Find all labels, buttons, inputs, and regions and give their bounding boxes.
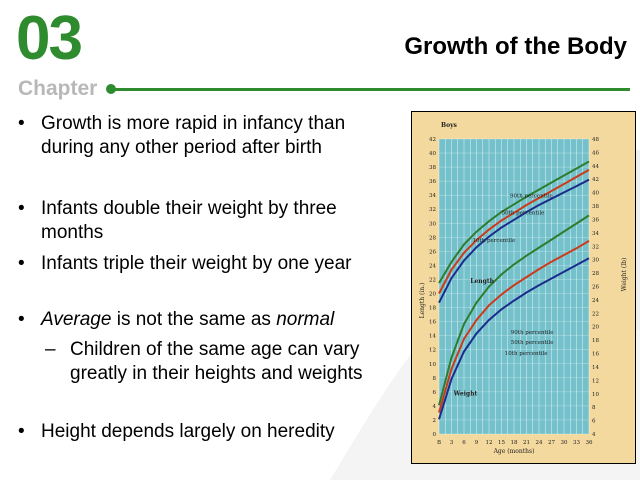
- x-tick-label: 15: [498, 440, 505, 446]
- left-axis-label: Length (in.): [419, 283, 426, 319]
- x-tick-label: 6: [462, 440, 466, 446]
- left-tick-label: 38: [429, 165, 436, 171]
- length-percentile-label: 10th percentile: [473, 238, 516, 244]
- title-rule-dot: [106, 84, 116, 94]
- right-tick-label: 40: [592, 191, 599, 197]
- x-axis-label: Age (months): [493, 448, 535, 455]
- left-tick-label: 12: [429, 348, 436, 354]
- bullet-text: Infants double their weight by three mon…: [41, 198, 337, 243]
- series-line-weight: [438, 240, 590, 413]
- bullet-text: Infants triple their weight by one year: [41, 253, 352, 274]
- right-tick-label: 4: [592, 432, 596, 438]
- bullet-mark: •: [18, 113, 25, 134]
- series-line-weight: [438, 214, 590, 406]
- weight-group-label: Weight: [453, 390, 478, 397]
- chapter-number: 03: [16, 4, 83, 73]
- x-tick-label: 33: [573, 440, 580, 446]
- length-percentile-label: 50th percentile: [502, 210, 545, 216]
- chart-title: Boys: [441, 122, 458, 129]
- left-tick-label: 30: [429, 221, 436, 227]
- left-tick-label: 14: [429, 334, 436, 340]
- left-tick-label: 8: [433, 376, 437, 382]
- left-tick-label: 24: [429, 263, 436, 269]
- weight-percentile-label: 50th percentile: [511, 340, 554, 346]
- x-tick-label: 30: [561, 440, 568, 446]
- weight-percentile-label: 10th percentile: [505, 351, 548, 357]
- left-tick-label: 36: [429, 179, 436, 185]
- left-tick-label: 2: [433, 418, 437, 424]
- left-tick-label: 40: [429, 151, 436, 157]
- series-line-length: [438, 160, 590, 284]
- right-tick-label: 10: [592, 392, 599, 398]
- growth-chart: 0 2 4 6 8 10 12 14 16 18 20 22 24 26 28 30 32 34 36 38 40 42 4…: [411, 111, 636, 464]
- left-tick-label: 34: [429, 193, 436, 199]
- series-line-length: [438, 169, 590, 294]
- right-tick-label: 16: [592, 352, 599, 358]
- bullet-mark: •: [18, 309, 25, 330]
- x-tick-label: 3: [450, 440, 454, 446]
- bullet-italic-normal: normal: [276, 309, 335, 330]
- length-group-label: Length: [470, 278, 494, 285]
- growth-chart-svg: 0246810121416182022242628303234363840424…: [419, 122, 628, 455]
- bullet-text: Average is not the same as normal: [41, 308, 381, 332]
- x-tick-label: 27: [548, 440, 555, 446]
- left-tick-label: 22: [429, 277, 436, 283]
- right-tick-label: 48: [592, 137, 599, 143]
- left-tick-label: 32: [429, 207, 436, 213]
- left-tick-label: 26: [429, 249, 436, 255]
- right-tick-label: 42: [592, 177, 599, 183]
- left-tick-label: 28: [429, 235, 436, 241]
- right-tick-label: 6: [592, 419, 596, 425]
- length-percentile-label: 90th percentile: [510, 193, 553, 199]
- right-tick-label: 24: [592, 298, 599, 304]
- right-tick-label: 14: [592, 365, 599, 371]
- right-tick-label: 12: [592, 378, 599, 384]
- bullet-mark: •: [18, 253, 25, 274]
- x-tick-label: B: [437, 440, 441, 446]
- left-tick-label: 16: [429, 320, 436, 326]
- x-tick-label: 9: [475, 440, 479, 446]
- weight-percentile-label: 90th percentile: [511, 330, 554, 336]
- x-tick-label: 36: [586, 440, 593, 446]
- right-tick-label: 32: [592, 244, 599, 250]
- x-tick-label: 21: [523, 440, 530, 446]
- x-tick-label: 18: [511, 440, 518, 446]
- slide-title: Growth of the Body: [404, 33, 627, 60]
- series-line-length: [438, 178, 590, 304]
- right-tick-label: 20: [592, 325, 599, 331]
- right-tick-label: 26: [592, 285, 599, 291]
- series-line-weight: [438, 257, 590, 420]
- title-rule: [112, 88, 630, 91]
- left-tick-label: 6: [433, 390, 437, 396]
- bullet-mark: •: [18, 198, 25, 219]
- right-tick-label: 44: [592, 164, 599, 170]
- right-tick-label: 46: [592, 150, 599, 156]
- right-tick-label: 22: [592, 311, 599, 317]
- left-tick-label: 4: [433, 404, 437, 410]
- bullet-italic-average: Average: [41, 309, 112, 330]
- right-tick-label: 8: [592, 405, 596, 411]
- chapter-label: Chapter: [18, 77, 98, 100]
- x-tick-label: 24: [536, 440, 543, 446]
- bullet-text-middle: is not the same as: [111, 309, 277, 330]
- left-tick-label: 42: [429, 137, 436, 143]
- left-tick-label: 0: [433, 432, 437, 438]
- bullet-mark: •: [18, 421, 25, 442]
- right-tick-label: 34: [592, 231, 599, 237]
- right-tick-label: 30: [592, 258, 599, 264]
- right-tick-label: 36: [592, 217, 599, 223]
- right-axis-label: Weight (lb): [621, 258, 628, 292]
- sub-bullet-mark: –: [45, 339, 56, 360]
- left-tick-label: 20: [429, 292, 436, 298]
- right-tick-label: 38: [592, 204, 599, 210]
- right-tick-label: 28: [592, 271, 599, 277]
- left-tick-label: 18: [429, 306, 436, 312]
- left-tick-label: 10: [429, 362, 436, 368]
- sub-bullet-text: Children of the same age can vary greatl…: [70, 339, 363, 384]
- bullet-text: Growth is more rapid in infancy than dur…: [41, 113, 346, 158]
- right-tick-label: 18: [592, 338, 599, 344]
- x-tick-label: 12: [486, 440, 493, 446]
- bullet-text: Height depends largely on heredity: [41, 421, 335, 442]
